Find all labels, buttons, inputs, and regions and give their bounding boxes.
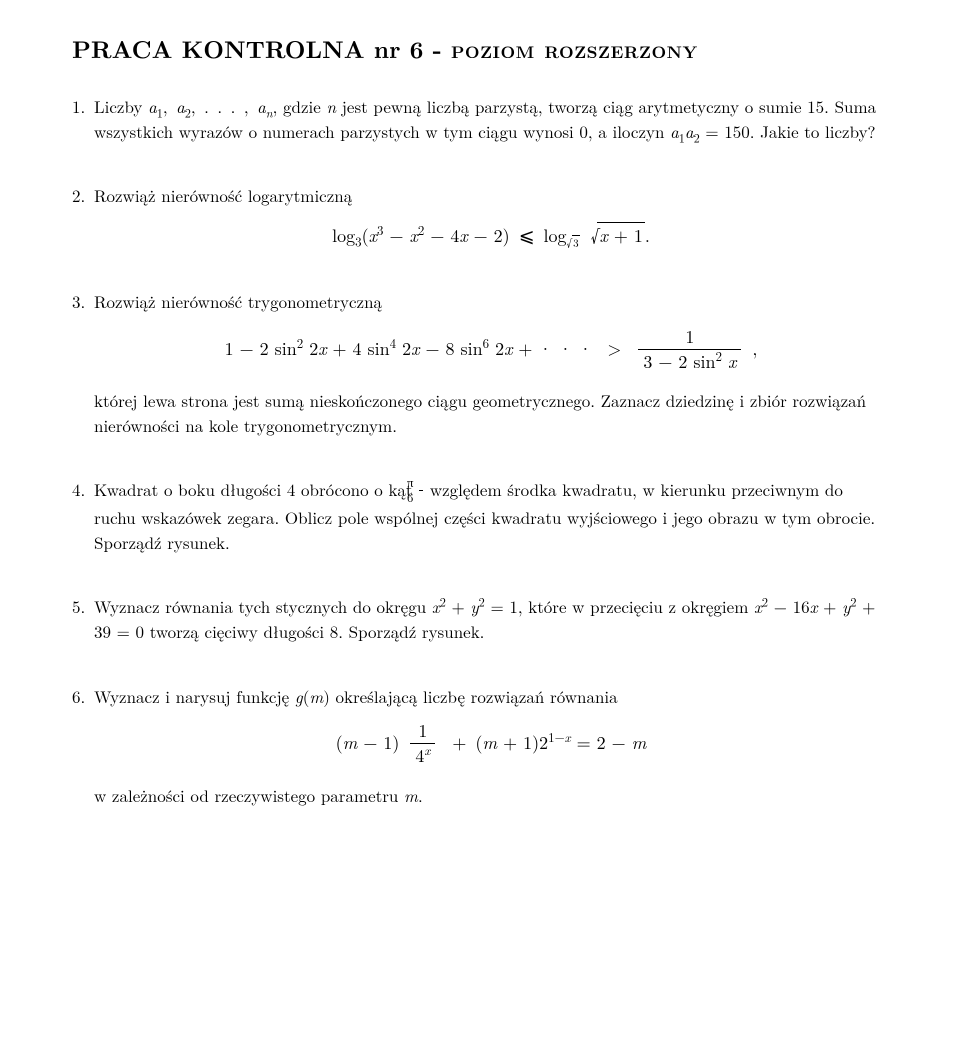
problem-lead: Wyznacz i narysuj funkcję g(m) określają… [94,684,618,708]
problem-lead: Rozwiąż nierówność trygonometryczną [94,289,382,313]
problem-trail: której lewa strona jest sumą nieskończon… [94,388,888,437]
problem-6: 6.Wyznacz i narysuj funkcję g(m) określa… [72,684,888,807]
page: PRACA KONTROLNA nr 6 - poziom rozszerzon… [0,0,960,887]
problem-list: 1.Liczby a1, a2, . . . , an, gdzie n jes… [72,94,888,807]
problem-number: 6. [72,684,94,709]
problem-5: 5.Wyznacz równania tych stycznych do okr… [72,594,888,643]
problem-number: 2. [72,183,94,208]
problem-body: Liczby a1, a2, . . . , an, gdzie n jest … [94,94,876,143]
title-smallcaps: poziom rozszerzony [451,32,698,66]
problem-number: 3. [72,289,94,314]
equation: 1 − 2 sin2 2x + 4 sin4 2x − 8 sin6 2x + … [94,328,888,374]
problem-body: Wyznacz równania tych stycznych do okręg… [94,594,875,643]
problem-number: 1. [72,94,94,119]
problem-2: 2.Rozwiąż nierówność logarytmiczną log3(… [72,183,888,249]
problem-4: 4.Kwadrat o boku długości 4 obrócono o k… [72,477,888,554]
problem-lead: Rozwiąż nierówność logarytmiczną [94,183,352,207]
page-title: PRACA KONTROLNA nr 6 - poziom rozszerzon… [72,32,888,66]
equation: log3(x3 − x2 − 4x − 2) ⩽ log√3 x + 1. [94,222,888,249]
title-sep: - [423,32,451,66]
problem-3: 3.Rozwiąż nierówność trygonometryczną 1 … [72,289,888,437]
problem-1: 1.Liczby a1, a2, . . . , an, gdzie n jes… [72,94,888,143]
equation: (m − 1) 14x + (m + 1)21−x = 2 − m [94,722,888,768]
title-bold: PRACA KONTROLNA nr 6 [72,32,423,66]
problem-body: Kwadrat o boku długości 4 obrócono o kąt… [94,477,875,553]
problem-trail: w zależności od rzeczywistego parametru … [94,783,888,808]
problem-number: 5. [72,594,94,619]
problem-number: 4. [72,477,94,502]
